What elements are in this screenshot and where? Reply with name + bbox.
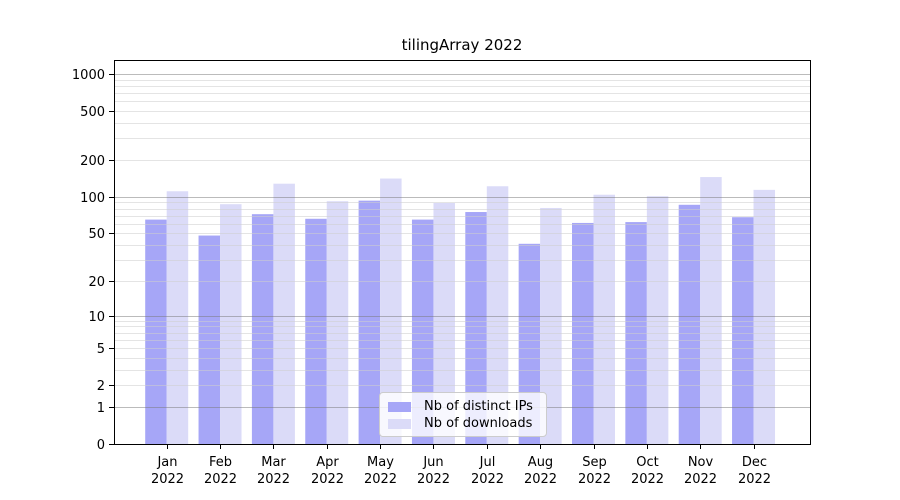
bar-downloads [273,183,295,444]
x-tick-label-month: May [367,455,394,470]
bar-distinct-ips [145,219,167,444]
legend-item-distinct-ips: Nb of distinct IPs [388,399,538,414]
x-tick-label-month: Sep [582,455,607,470]
y-tick-label: 50 [88,227,105,242]
plot-border [114,60,811,445]
x-tick-label-year: 2022 [524,472,557,487]
x-tick-label-year: 2022 [311,472,344,487]
bar-distinct-ips [358,200,381,444]
bar-downloads [540,207,562,444]
y-tick-label: 2 [97,379,105,394]
x-tick-label-year: 2022 [631,472,664,487]
bar-distinct-ips [411,219,434,444]
bar-downloads [700,177,722,444]
x-tick-label-year: 2022 [204,472,237,487]
chart-title: tilingArray 2022 [401,36,523,54]
y-tick-label: 20 [88,275,105,290]
y-tick-label: 10 [88,310,105,325]
legend: Nb of distinct IPs Nb of downloads [379,392,547,437]
y-tick-label: 100 [80,191,105,206]
x-tick-label-month: Apr [316,455,339,470]
legend-label-distinct-ips: Nb of distinct IPs [424,399,533,414]
x-tick-label-month: Jun [422,455,443,470]
bar-downloads [166,191,189,444]
x-tick-label-year: 2022 [364,472,397,487]
legend-swatch-downloads [388,418,411,429]
bar-distinct-ips [305,218,327,444]
bar-distinct-ips [198,235,221,444]
bar-distinct-ips [732,217,754,444]
x-tick-label-month: Mar [261,455,286,470]
x-tick-label-month: Jan [156,455,177,470]
y-tick-label: 5 [97,342,105,357]
y-tick-label: 0 [97,438,105,453]
y-tick-label: 1 [97,401,105,416]
x-tick-label-year: 2022 [738,472,771,487]
x-tick-label-year: 2022 [417,472,450,487]
x-tick-label-month: Jul [479,455,496,470]
legend-swatch-distinct-ips [388,401,411,412]
x-tick-label-year: 2022 [257,472,290,487]
x-tick-label-year: 2022 [684,472,717,487]
y-tick-label: 500 [80,105,105,120]
x-tick-label-year: 2022 [578,472,611,487]
bar-downloads [220,204,242,444]
bar-downloads [433,202,455,444]
x-tick-label-month: Feb [209,455,232,470]
bar-downloads [380,178,402,445]
x-tick-label-month: Oct [636,455,658,470]
x-tick-label-year: 2022 [471,472,504,487]
bar-downloads [326,201,349,444]
x-tick-label-year: 2022 [151,472,184,487]
bar-distinct-ips [251,214,274,444]
x-tick-label-month: Dec [742,455,767,470]
x-tick-label-month: Aug [528,455,553,470]
bar-downloads [486,186,509,444]
bar-downloads [593,194,615,444]
bar-distinct-ips [678,204,701,444]
bar-downloads [646,196,669,444]
bar-distinct-ips [465,212,487,444]
y-tick-label: 1000 [72,68,105,83]
x-tick-label-month: Nov [688,455,714,470]
legend-item-downloads: Nb of downloads [388,416,538,431]
y-tick-label: 200 [80,154,105,169]
legend-label-downloads: Nb of downloads [424,416,533,431]
